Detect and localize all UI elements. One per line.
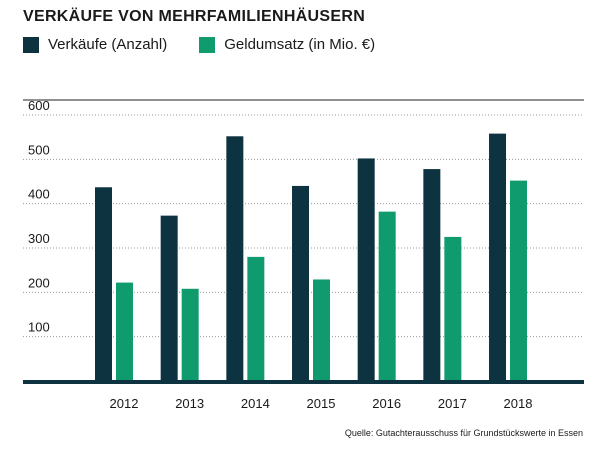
- x-tick-label: 2013: [175, 396, 204, 411]
- bar-turnover-2013: [181, 288, 199, 381]
- bar-sales-2018: [489, 133, 507, 381]
- bar-sales-2017: [423, 169, 441, 381]
- bar-sales-2015: [292, 185, 310, 381]
- legend-item-sales: Verkäufe (Anzahl): [23, 36, 167, 53]
- bar-sales-2016: [357, 158, 375, 381]
- y-tick-label: 400: [28, 187, 50, 202]
- y-tick-label: 100: [28, 320, 50, 335]
- x-tick-label: 2014: [241, 396, 270, 411]
- bar-turnover-2018: [510, 180, 528, 381]
- y-tick-label: 300: [28, 231, 50, 246]
- y-tick-label: 200: [28, 275, 50, 290]
- legend-item-turnover: Geldumsatz (in Mio. €): [199, 36, 375, 53]
- bar-turnover-2017: [444, 236, 462, 381]
- bar-turnover-2012: [116, 282, 133, 381]
- legend-swatch-turnover: [199, 36, 216, 53]
- bar-sales-2012: [95, 187, 112, 381]
- bar-turnover-2016: [378, 211, 396, 381]
- x-tick-label: 2016: [372, 396, 401, 411]
- x-axis-baseline: [23, 380, 584, 384]
- legend-swatch-sales: [23, 36, 39, 53]
- x-tick-label: 2015: [307, 396, 336, 411]
- bar-turnover-2015: [313, 279, 331, 381]
- bar-turnover-2014: [247, 256, 265, 381]
- y-tick-label: 600: [28, 98, 50, 113]
- chart-title: VERKÄUFE VON MEHRFAMILIENHÄUSERN: [23, 8, 366, 25]
- y-axis-ticks: 100 200 300 400 500 600: [28, 98, 50, 335]
- legend-label-sales: Verkäufe (Anzahl): [48, 36, 168, 53]
- x-tick-label: 2012: [110, 396, 139, 411]
- bars: [95, 133, 528, 381]
- x-tick-label: 2017: [438, 396, 467, 411]
- x-tick-label: 2018: [504, 396, 533, 411]
- bar-sales-2013: [160, 215, 178, 381]
- x-axis-ticks: 2012 2013 2014 2015 2016 2017 2018: [110, 396, 533, 411]
- legend-label-turnover: Geldumsatz (in Mio. €): [224, 36, 376, 53]
- source-note: Quelle: Gutachterausschuss für Grundstüc…: [344, 428, 583, 438]
- legend: Verkäufe (Anzahl) Geldumsatz (in Mio. €): [23, 36, 407, 53]
- y-tick-label: 500: [28, 142, 50, 157]
- bar-sales-2014: [226, 136, 244, 381]
